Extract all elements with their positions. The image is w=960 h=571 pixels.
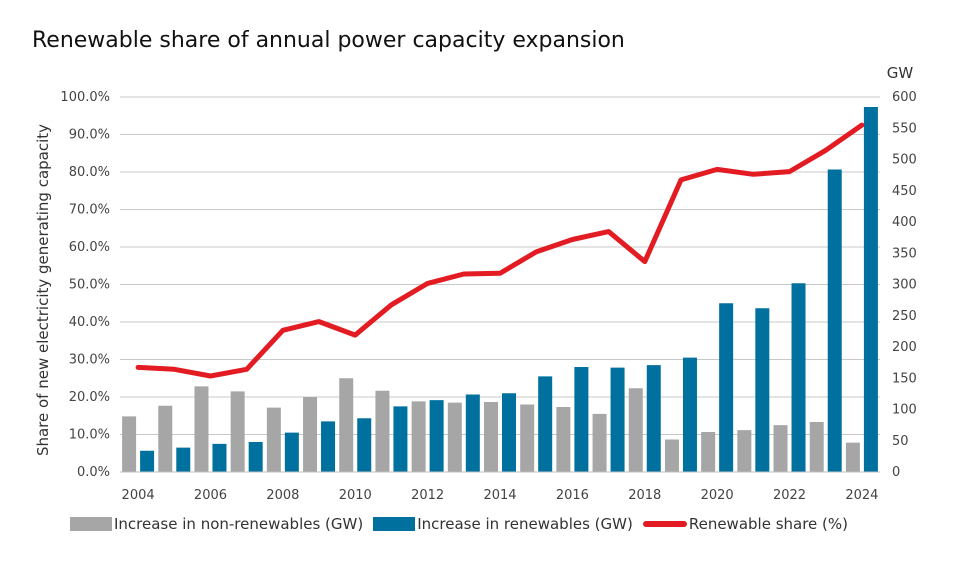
share-line-group <box>135 122 865 379</box>
x-tick-label: 2006 <box>194 488 227 503</box>
y-left-tick-label: 40.0% <box>69 315 110 330</box>
y-right-tick-label: 50 <box>892 434 909 449</box>
bar-non-renewables <box>701 432 716 472</box>
bars <box>122 107 878 472</box>
legend: Increase in non-renewables (GW) Increase… <box>70 515 858 533</box>
x-tick-label: 2022 <box>773 488 806 503</box>
bar-non-renewables <box>339 378 354 472</box>
bar-non-renewables <box>773 425 788 472</box>
y-axis-left-title: Share of new electricity generating capa… <box>34 124 52 456</box>
bar-renewables <box>719 303 734 472</box>
bar-renewables <box>176 447 191 472</box>
bar-renewables <box>538 376 553 472</box>
y-right-tick-label: 300 <box>892 278 917 293</box>
bar-non-renewables <box>122 416 137 472</box>
bar-non-renewables <box>737 430 752 472</box>
bar-renewables <box>140 450 155 472</box>
y-left-tick-label: 100.0% <box>60 90 110 105</box>
chart-title: Renewable share of annual power capacity… <box>32 28 625 53</box>
bar-renewables <box>791 283 806 472</box>
bar-non-renewables <box>592 413 607 472</box>
y-right-tick-label: 250 <box>892 309 917 324</box>
y-left-tick-label: 70.0% <box>69 203 110 218</box>
legend-swatch-renewable-share <box>642 521 687 527</box>
bar-non-renewables <box>664 439 679 472</box>
y-right-tick-label: 200 <box>892 340 917 355</box>
x-tick-label: 2014 <box>483 488 516 503</box>
y-left-tick-label: 50.0% <box>69 278 110 293</box>
renewable-share-line <box>135 122 865 379</box>
bar-non-renewables <box>809 422 824 472</box>
bar-non-renewables <box>194 386 209 472</box>
bar-renewables <box>502 393 516 472</box>
legend-item-non-renewables: Increase in non-renewables (GW) <box>70 515 363 533</box>
bar-non-renewables <box>158 405 173 472</box>
y-right-tick-label: 150 <box>892 371 917 386</box>
x-tick-label: 2010 <box>339 488 372 503</box>
legend-label-renewables: Increase in renewables (GW) <box>417 515 633 533</box>
bar-non-renewables <box>230 391 245 472</box>
x-tick-label: 2024 <box>845 488 878 503</box>
gridlines <box>120 96 880 473</box>
x-tick-label: 2018 <box>628 488 661 503</box>
bar-renewables <box>393 406 408 472</box>
y-left-tick-label: 80.0% <box>69 165 110 180</box>
bar-non-renewables <box>628 388 643 472</box>
y-right-tick-label: 350 <box>892 246 917 261</box>
bar-non-renewables <box>556 407 571 472</box>
y-right-tick-label: 100 <box>892 403 917 418</box>
legend-label-non-renewables: Increase in non-renewables (GW) <box>114 515 364 533</box>
y-left-tick-label: 10.0% <box>69 428 110 443</box>
x-tick-label: 2016 <box>556 488 589 503</box>
bar-non-renewables <box>484 402 498 472</box>
y-right-tick-label: 550 <box>892 121 917 136</box>
y-left-tick-label: 30.0% <box>69 353 110 368</box>
bar-non-renewables <box>375 390 390 472</box>
bar-renewables <box>284 432 299 472</box>
bar-renewables <box>646 365 661 472</box>
bar-renewables <box>321 421 336 472</box>
axes: 0.0% 10.0% 20.0% 30.0% 40.0% 50.0% 60.0% 70.0% 8… <box>60 90 916 503</box>
y-right-tick-label: 500 <box>892 153 917 168</box>
y-axis-right-title: GW <box>887 64 914 82</box>
legend-swatch-renewables <box>373 517 416 531</box>
legend-swatch-non-renewables <box>70 517 112 531</box>
y-right-tick-label: 0 <box>892 465 900 480</box>
bar-renewables <box>755 308 770 472</box>
bar-renewables <box>682 357 697 472</box>
y-left-tick-label: 60.0% <box>69 240 110 255</box>
legend-label-renewable-share: Renewable share (%) <box>688 515 849 533</box>
y-right-tick-label: 600 <box>892 90 917 105</box>
bar-non-renewables <box>266 407 281 472</box>
x-tick-label: 2012 <box>411 488 444 503</box>
legend-item-renewable-share: Renewable share (%) <box>642 515 849 533</box>
bar-non-renewables <box>411 401 426 472</box>
bar-renewables <box>465 394 480 472</box>
bar-non-renewables <box>520 404 535 472</box>
bar-renewables <box>827 169 842 472</box>
bar-renewables <box>610 367 625 472</box>
x-tick-label: 2008 <box>266 488 299 503</box>
y-right-tick-label: 450 <box>892 184 917 199</box>
y-left-tick-label: 20.0% <box>69 390 110 405</box>
y-left-tick-label: 90.0% <box>69 128 110 143</box>
bar-renewables <box>429 400 444 472</box>
bar-renewables <box>863 107 878 472</box>
bar-renewables <box>248 442 263 472</box>
bar-non-renewables <box>303 397 318 472</box>
bar-non-renewables <box>447 402 462 472</box>
bar-renewables <box>357 418 372 472</box>
x-tick-label: 2020 <box>701 488 734 503</box>
legend-item-renewables: Increase in renewables (GW) <box>373 515 633 533</box>
y-right-tick-label: 400 <box>892 215 917 230</box>
bar-non-renewables <box>845 442 860 472</box>
y-left-tick-label: 0.0% <box>77 465 110 480</box>
bar-renewables <box>212 443 227 472</box>
x-tick-label: 2004 <box>122 488 155 503</box>
bar-renewables <box>574 367 589 472</box>
